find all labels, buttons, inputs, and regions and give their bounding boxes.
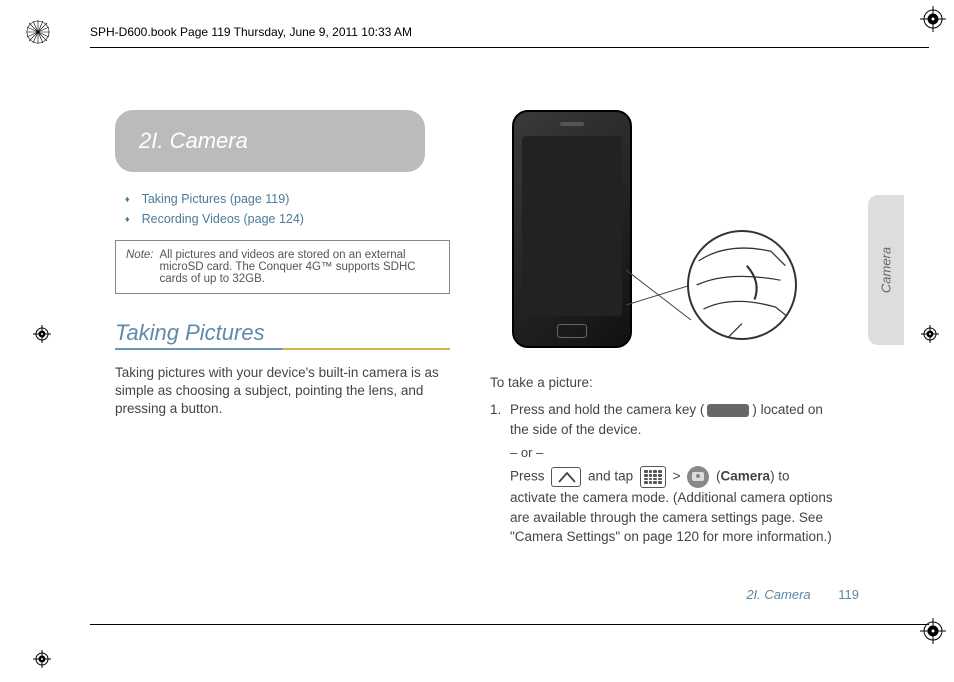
page-footer: 2I. Camera 119 <box>746 587 859 602</box>
intro-paragraph: Taking pictures with your device's built… <box>115 364 450 419</box>
step1b-mid1: and tap <box>588 469 633 484</box>
note-text: All pictures and videos are stored on an… <box>160 249 440 285</box>
camera-app-icon <box>687 466 709 488</box>
footer-section: 2I. Camera <box>746 587 810 602</box>
crop-mark-mr <box>921 325 939 343</box>
note-box: Note: All pictures and videos are stored… <box>115 240 450 294</box>
gt-symbol: > <box>673 469 681 484</box>
toc-list: Taking Pictures (page 119) Recording Vid… <box>125 192 460 226</box>
heading-taking-pictures: Taking Pictures <box>115 320 460 346</box>
toc-item[interactable]: Recording Videos (page 124) <box>125 212 460 226</box>
page-header: SPH-D600.book Page 119 Thursday, June 9,… <box>90 25 412 39</box>
phone-body <box>512 110 632 348</box>
step1-pre: Press and hold the camera key ( <box>510 402 704 417</box>
section-title-box: 2I. Camera <box>115 110 425 172</box>
left-column: 2I. Camera Taking Pictures (page 119) Re… <box>115 110 460 547</box>
phone-illustration <box>502 110 812 365</box>
or-divider: – or – <box>510 445 835 460</box>
apps-grid-icon <box>640 466 666 488</box>
phone-home-button <box>557 324 587 338</box>
side-tab-camera: Camera <box>868 195 904 345</box>
phone-speaker <box>560 122 584 126</box>
crop-line-top <box>90 47 929 48</box>
side-tab-label: Camera <box>879 247 894 293</box>
steps-list: 1.Press and hold the camera key () locat… <box>490 400 835 547</box>
step-1b: Press and tap > (Camera) to activate the… <box>510 466 835 547</box>
right-column: To take a picture: 1.Press and hold the … <box>490 110 835 547</box>
camera-label: Camera <box>721 469 771 484</box>
registration-target-tr <box>920 6 946 32</box>
toc-item[interactable]: Taking Pictures (page 119) <box>125 192 460 206</box>
registration-spoke-tl <box>26 20 50 44</box>
section-number-label: 2I. Camera <box>139 128 248 153</box>
subhead-to-take-picture: To take a picture: <box>490 375 835 390</box>
step-1: 1.Press and hold the camera key () locat… <box>510 400 835 439</box>
heading-underline <box>115 348 450 350</box>
note-label: Note: <box>126 249 154 285</box>
step1b-pre: Press <box>510 469 545 484</box>
crop-mark-ml <box>33 325 51 343</box>
camera-key-zoom <box>687 230 797 340</box>
registration-target-br <box>920 618 946 644</box>
footer-page-number: 119 <box>838 587 859 602</box>
home-key-icon <box>551 467 581 487</box>
step-number: 1. <box>490 400 510 420</box>
crop-line-bottom <box>90 624 929 625</box>
content-area: 2I. Camera Taking Pictures (page 119) Re… <box>115 110 855 547</box>
phone-screen <box>522 136 622 316</box>
camera-key-icon <box>707 404 749 417</box>
